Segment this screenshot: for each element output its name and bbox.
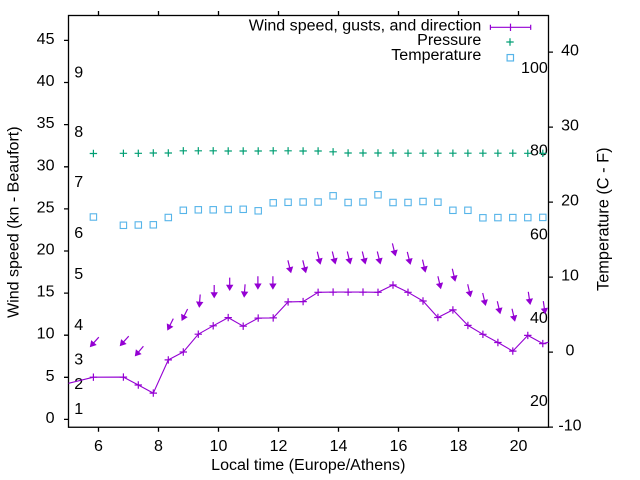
svg-text:8: 8 bbox=[74, 123, 83, 141]
svg-text:20: 20 bbox=[530, 392, 548, 410]
svg-text:20: 20 bbox=[37, 241, 55, 259]
svg-text:Wind speed, gusts, and directi: Wind speed, gusts, and direction bbox=[249, 17, 482, 35]
svg-text:25: 25 bbox=[37, 198, 55, 216]
svg-text:45: 45 bbox=[37, 30, 55, 48]
svg-text:8: 8 bbox=[154, 437, 163, 455]
svg-text:5: 5 bbox=[74, 265, 83, 283]
svg-text:10: 10 bbox=[37, 325, 55, 343]
svg-text:40: 40 bbox=[530, 309, 548, 327]
svg-text:Temperature: Temperature bbox=[391, 46, 481, 64]
svg-text:5: 5 bbox=[46, 367, 55, 385]
svg-text:30: 30 bbox=[561, 117, 579, 135]
svg-text:14: 14 bbox=[330, 437, 348, 455]
svg-text:16: 16 bbox=[390, 437, 408, 455]
svg-text:30: 30 bbox=[37, 156, 55, 174]
svg-text:-10: -10 bbox=[558, 417, 581, 435]
svg-text:80: 80 bbox=[530, 142, 548, 160]
svg-text:15: 15 bbox=[37, 283, 55, 301]
svg-text:10: 10 bbox=[210, 437, 228, 455]
svg-text:6: 6 bbox=[74, 224, 83, 242]
svg-text:100: 100 bbox=[521, 59, 548, 77]
svg-text:Wind speed (kn - Beaufort): Wind speed (kn - Beaufort) bbox=[4, 126, 22, 318]
svg-text:20: 20 bbox=[510, 437, 528, 455]
svg-text:Pressure: Pressure bbox=[417, 31, 481, 49]
svg-text:7: 7 bbox=[74, 173, 83, 191]
svg-text:20: 20 bbox=[561, 192, 579, 210]
svg-text:35: 35 bbox=[37, 114, 55, 132]
svg-text:40: 40 bbox=[37, 72, 55, 90]
svg-text:10: 10 bbox=[561, 267, 579, 285]
svg-text:4: 4 bbox=[74, 316, 83, 334]
svg-text:2: 2 bbox=[74, 375, 83, 393]
svg-text:0: 0 bbox=[566, 342, 575, 360]
svg-text:40: 40 bbox=[561, 42, 579, 60]
svg-text:60: 60 bbox=[530, 225, 548, 243]
svg-text:18: 18 bbox=[450, 437, 468, 455]
svg-text:12: 12 bbox=[270, 437, 288, 455]
svg-text:9: 9 bbox=[74, 64, 83, 82]
svg-text:1: 1 bbox=[74, 400, 83, 418]
svg-text:0: 0 bbox=[46, 409, 55, 427]
svg-text:Temperature (C - F): Temperature (C - F) bbox=[595, 147, 613, 291]
svg-text:Local time (Europe/Athens): Local time (Europe/Athens) bbox=[211, 456, 405, 474]
svg-text:6: 6 bbox=[94, 437, 103, 455]
svg-text:3: 3 bbox=[74, 350, 83, 368]
